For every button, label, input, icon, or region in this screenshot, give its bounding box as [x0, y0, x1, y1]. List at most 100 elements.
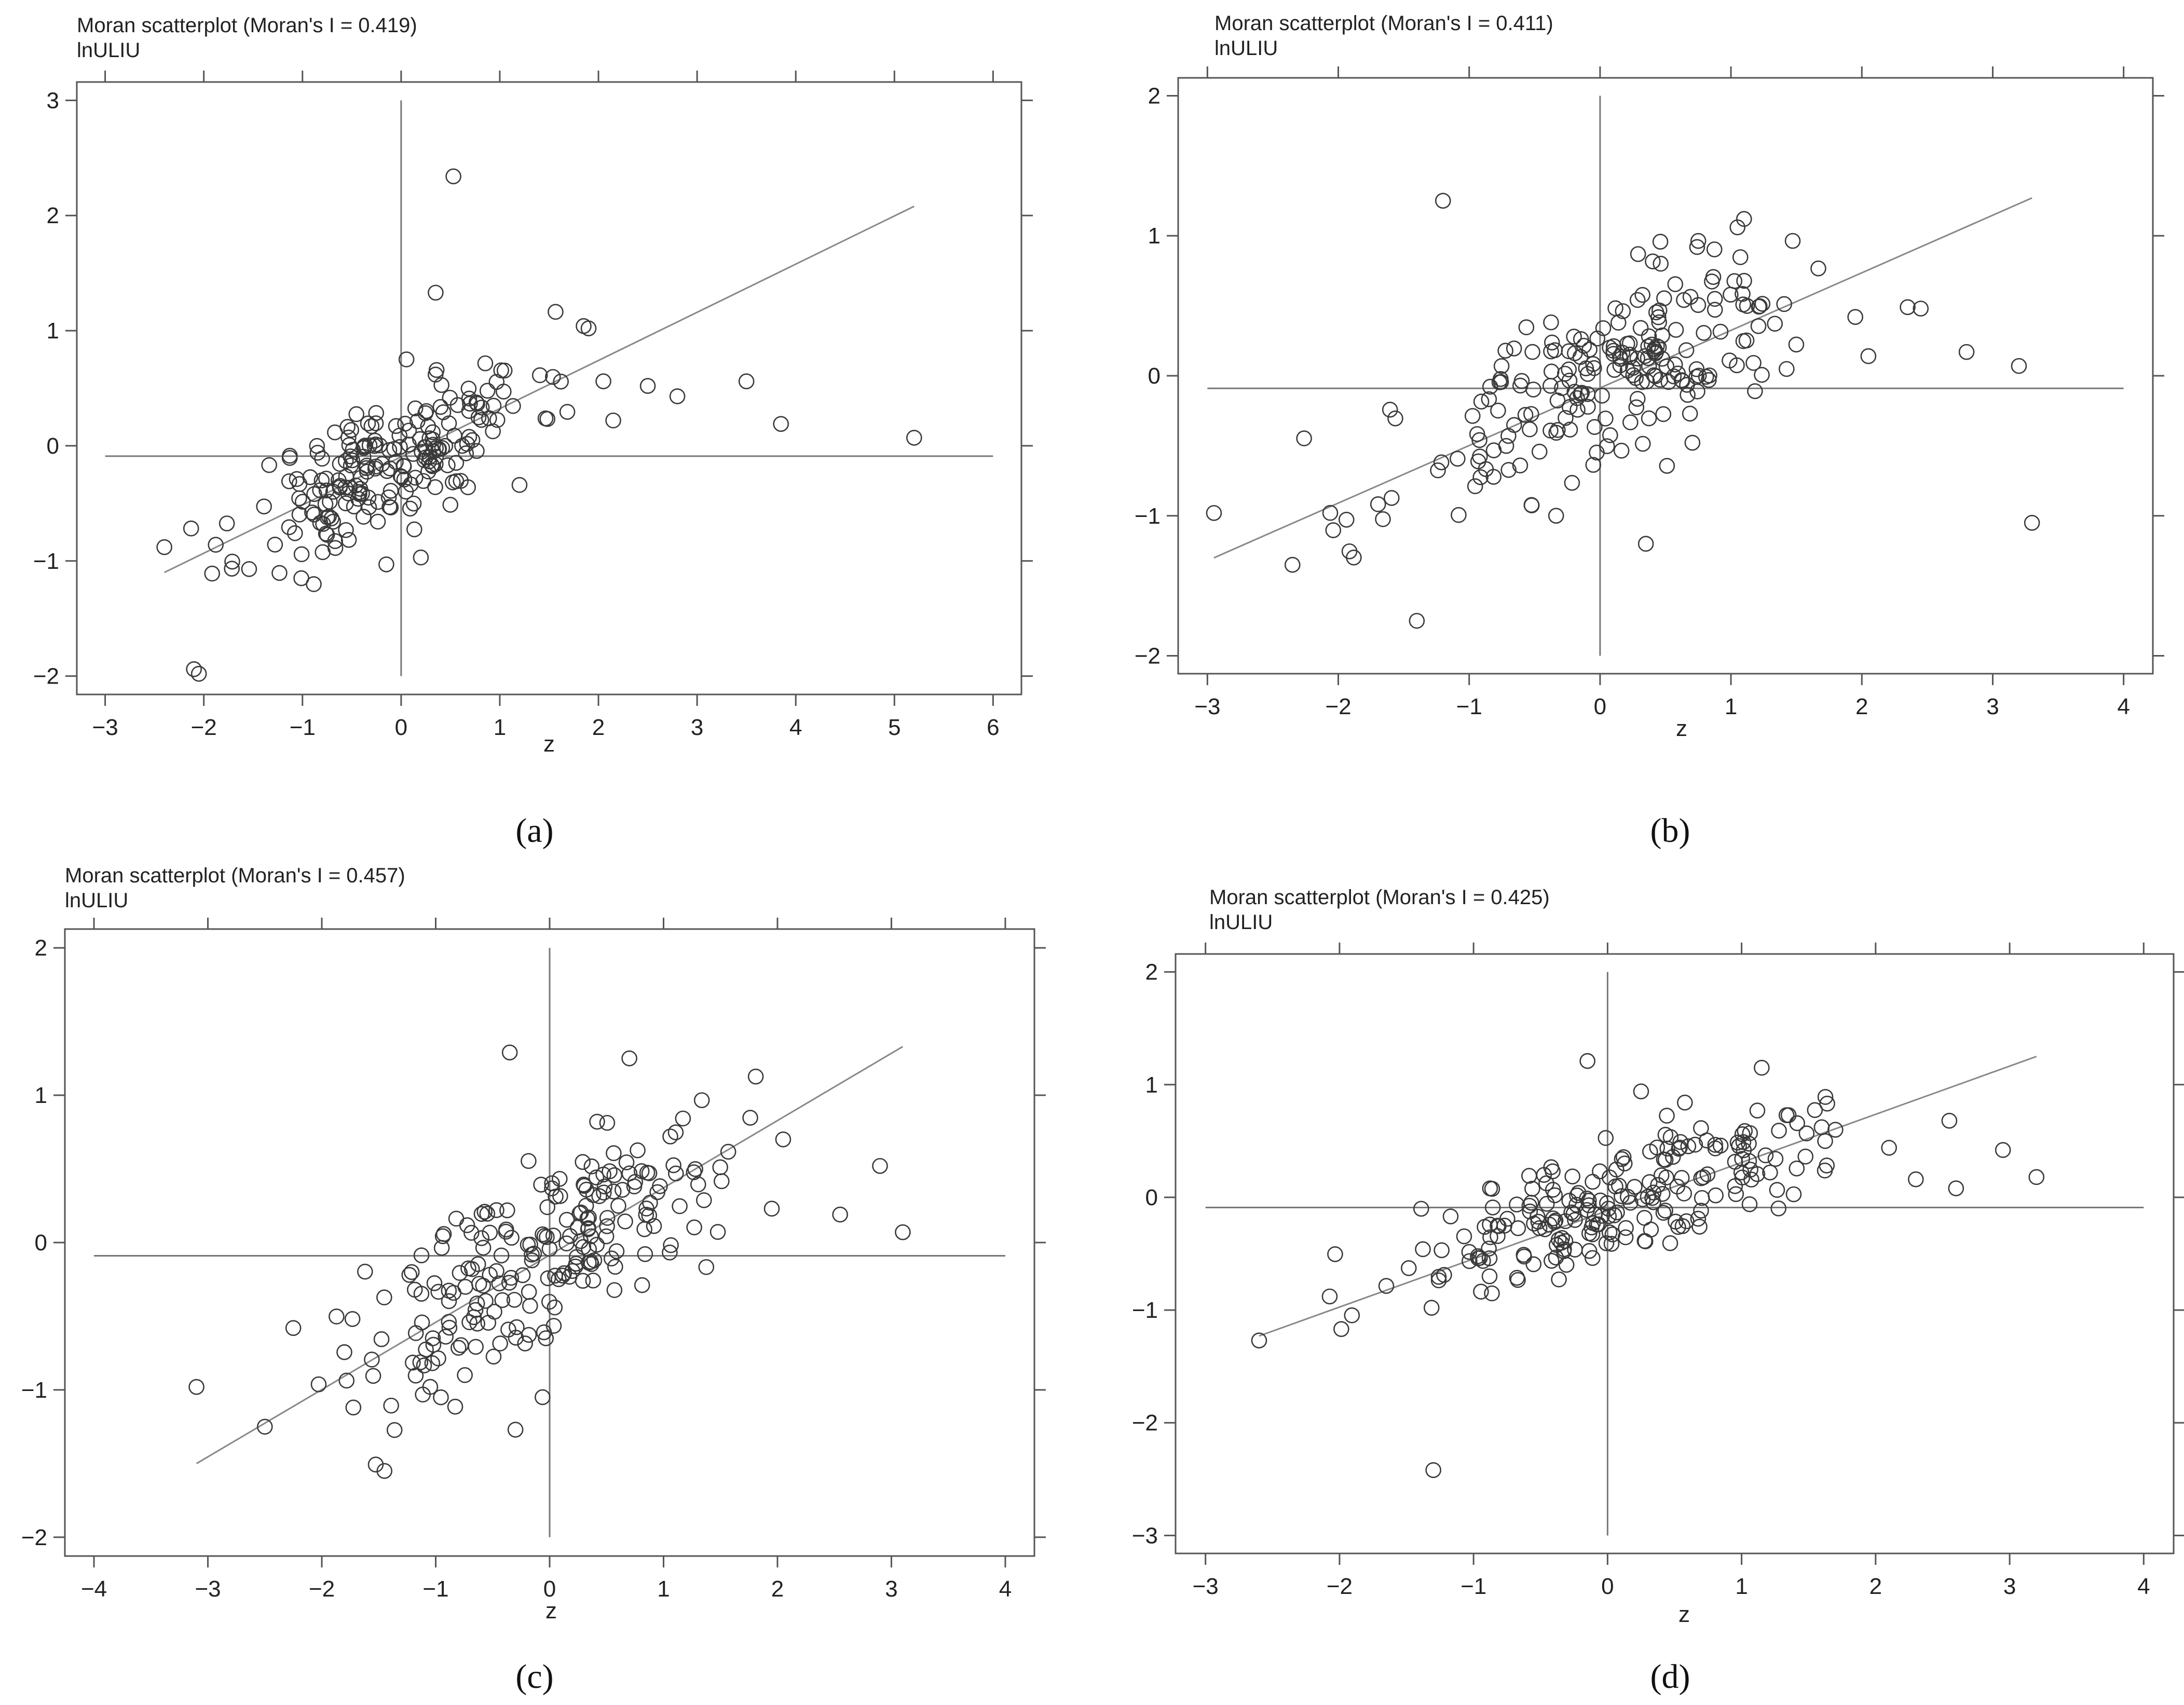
panel-b-point-69: [1471, 432, 1487, 448]
panel-b-point-220: [1622, 349, 1638, 365]
panel-b-point-58: [1784, 233, 1801, 249]
panel-c-point-153: [547, 1299, 563, 1316]
panel-d-point-218: [1547, 1187, 1563, 1204]
panel-b-point-175: [1712, 323, 1729, 340]
panel-c-point-226: [596, 1178, 613, 1195]
panel-b-point-137: [1645, 253, 1661, 269]
panel-c-point-14: [503, 1230, 520, 1246]
panel-c-point-19: [667, 1165, 684, 1182]
panel-a-y-tick-label-4: 2: [47, 203, 59, 228]
panel-a-point-104: [327, 533, 344, 549]
panel-c-point-214: [470, 1256, 486, 1272]
panel-b-point-151: [1523, 497, 1540, 513]
panel-c-point-22: [686, 1219, 702, 1236]
panel-d-x-tick-label-1: −2: [1327, 1574, 1353, 1599]
panel-d-point-222: [1727, 1178, 1743, 1194]
panel-d-point-49: [1657, 1152, 1674, 1168]
panel-c-point-58: [614, 1182, 631, 1198]
panel-b-point-207: [1629, 292, 1646, 308]
panel-b-point-214: [1387, 410, 1403, 427]
panel-c-point-110: [526, 1246, 542, 1262]
panel-c-point-26: [407, 1367, 424, 1384]
panel-b-point-106: [1531, 443, 1548, 460]
panel-c-point-98: [665, 1157, 681, 1174]
panel-d-point-199: [1674, 1218, 1691, 1234]
panel-c-point-170: [438, 1329, 454, 1345]
panel-d-point-166: [1690, 1210, 1707, 1227]
panel-b-point-168: [1667, 356, 1683, 373]
panel-d-caption: (d): [1650, 1658, 1690, 1696]
panel-d-point-111: [1510, 1272, 1526, 1288]
panel-a-point-192: [348, 406, 364, 422]
panel-b-point-145: [1610, 315, 1627, 331]
panel-b-point-205: [1646, 343, 1662, 359]
panel-b-point-5: [2011, 358, 2027, 374]
panel-d-point-70: [1762, 1164, 1778, 1181]
panel-a-point-148: [496, 384, 512, 400]
panel-a-point-134: [370, 494, 386, 510]
panel-c-point-205: [641, 1165, 658, 1181]
panel-b-point-128: [1629, 391, 1646, 407]
panel-b-point-93: [1574, 385, 1590, 401]
panel-c-point-169: [521, 1327, 537, 1343]
panel-c-point-119: [633, 1163, 650, 1179]
panel-c-x-tick-label-4: 0: [543, 1576, 556, 1602]
panel-b-point-33: [1690, 233, 1707, 249]
panel-d-y-tick-label-1: −2: [1132, 1410, 1158, 1436]
panel-d-point-74: [1482, 1180, 1498, 1196]
panel-d-y-tick-label-0: −3: [1132, 1523, 1158, 1548]
panel-a-point-215: [352, 481, 368, 497]
panel-b-point-125: [1722, 352, 1738, 369]
panel-b-point-173: [1619, 362, 1636, 379]
panel-d-x-axis-label: z: [1678, 1602, 1690, 1627]
panel-a-x-tick-label-9: 6: [987, 715, 999, 740]
panel-c-point-217: [608, 1243, 625, 1259]
panel-b-point-104: [1500, 428, 1517, 444]
panel-a-point-182: [420, 418, 436, 434]
panel-b-point-4: [2024, 514, 2040, 531]
panel-a-point-151: [183, 520, 199, 537]
panel-d-point-193: [1691, 1219, 1708, 1235]
panel-b-point-201: [1493, 358, 1510, 374]
panel-a-point-95: [368, 405, 385, 421]
panel-b-point-28: [1500, 462, 1517, 478]
panel-b-x-tick-label-4: 1: [1725, 694, 1737, 719]
panel-d-point-204: [1654, 1185, 1671, 1202]
panel-c-point-152: [589, 1113, 605, 1130]
panel-c-point-184: [552, 1188, 568, 1204]
panel-c-point-67: [433, 1389, 449, 1406]
panel-a-point-102: [427, 479, 443, 495]
panel-b-point-158: [1647, 368, 1663, 385]
panel-c-point-116: [441, 1319, 458, 1336]
panel-a-ticks: −3 −2 −1 0 1 2 3 4 5 6 −2 −1 0 1 2 3: [33, 71, 1033, 740]
panel-b-point-166: [1325, 522, 1342, 538]
panel-b-point-161: [1524, 344, 1540, 360]
panel-c-point-96: [310, 1376, 327, 1393]
panel-a-point-29: [319, 527, 335, 543]
panel-d-reference-lines: [1205, 972, 2144, 1536]
panel-b-point-114: [1652, 234, 1669, 250]
panel-a-point-14: [511, 477, 528, 493]
panel-a-point-69: [325, 513, 342, 530]
panel-d-point-195: [1567, 1242, 1583, 1258]
panel-a-point-181: [462, 395, 478, 412]
panel-b-point-1: [1206, 505, 1222, 521]
panel-b-point-152: [1550, 422, 1566, 438]
panel-b-point-144: [1779, 361, 1795, 377]
panel-a-point-62: [553, 373, 569, 390]
panel-b-point-149: [1651, 314, 1668, 331]
panel-b-fit-line: [1213, 197, 2032, 559]
panel-d-point-215: [1785, 1186, 1802, 1203]
panel-c-point-63: [475, 1239, 492, 1256]
panel-c-y-tick-label-0: −2: [21, 1525, 47, 1550]
panel-a-y-tick-label-0: −2: [33, 664, 59, 689]
panel-b-point-82: [1655, 406, 1672, 422]
panel-c-point-222: [508, 1329, 524, 1346]
panel-a-y-tick-label-1: −1: [33, 549, 59, 574]
panel-d-point-94: [1659, 1108, 1675, 1124]
panel-c-point-35: [747, 1068, 764, 1085]
panel-c-point-188: [488, 1263, 504, 1279]
panel-b-point-187: [1580, 399, 1596, 415]
panel-c-point-87: [539, 1199, 556, 1216]
panel-d-x-tick-label-4: 1: [1735, 1574, 1748, 1599]
